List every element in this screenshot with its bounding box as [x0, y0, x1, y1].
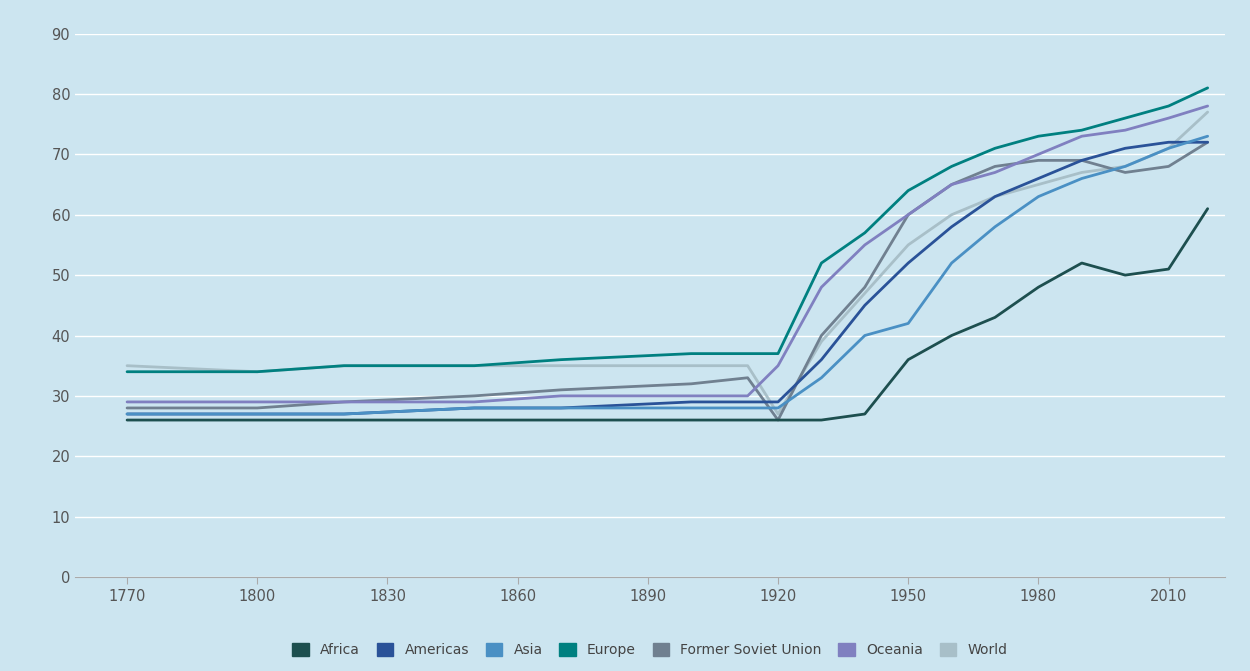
Legend: Africa, Americas, Asia, Europe, Former Soviet Union, Oceania, World: Africa, Americas, Asia, Europe, Former S… [292, 643, 1008, 657]
